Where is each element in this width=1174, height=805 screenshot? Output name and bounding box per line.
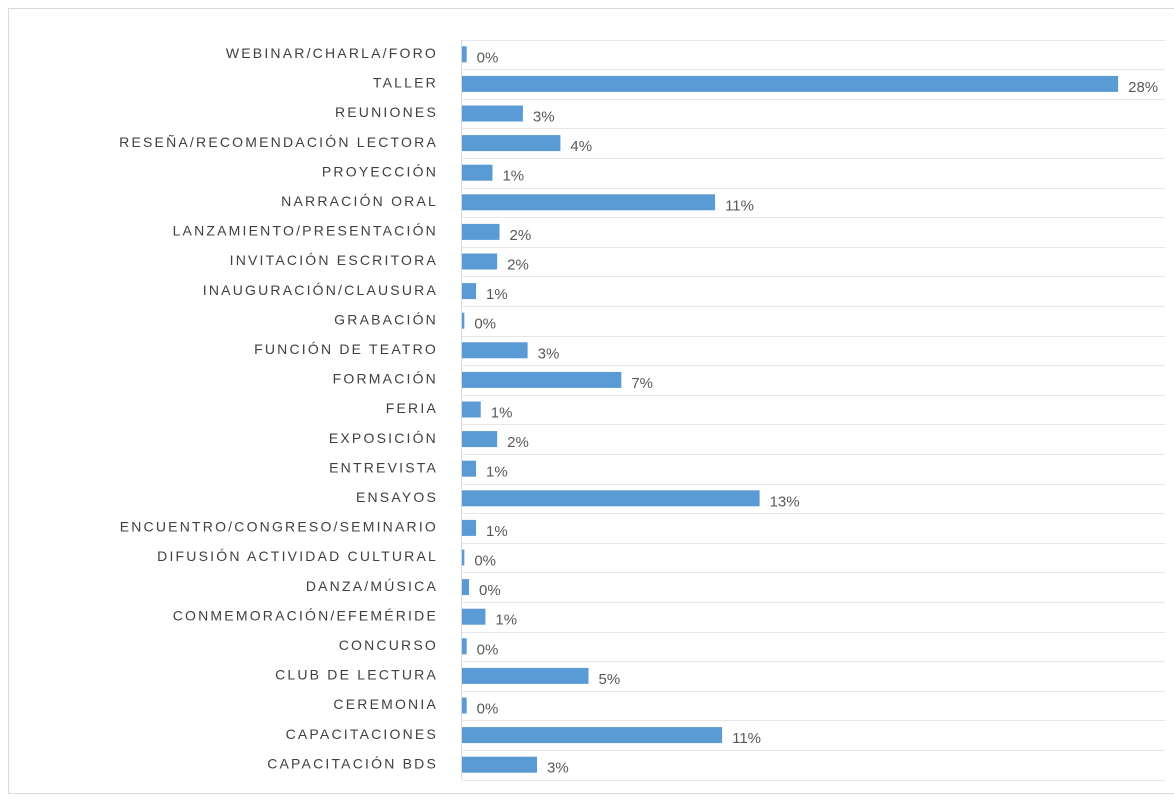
bar (462, 342, 528, 358)
y-tick-label: FUNCIÓN DE TEATRO (254, 341, 438, 357)
data-label: 1% (502, 168, 524, 185)
data-label: 0% (477, 641, 499, 658)
bar (462, 638, 467, 654)
bar (462, 579, 469, 595)
data-label: 11% (732, 730, 761, 747)
bar (462, 402, 481, 418)
bar (462, 698, 467, 714)
bar (462, 520, 476, 536)
data-label: 2% (507, 256, 529, 273)
bar (462, 668, 589, 684)
data-label: 0% (477, 700, 499, 717)
y-tick-label: CLUB DE LECTURA (275, 667, 438, 683)
data-label: 11% (725, 197, 754, 214)
data-label: 1% (491, 404, 513, 421)
y-tick-label: CONMEMORACIÓN/EFEMÉRIDE (173, 607, 438, 623)
data-label: 28% (1128, 79, 1158, 96)
bar (462, 283, 476, 299)
data-label: 3% (538, 345, 560, 362)
bar (462, 431, 497, 447)
bar (462, 106, 523, 122)
y-tick-label: RESEÑA/RECOMENDACIÓN LECTORA (119, 134, 438, 150)
y-tick-label: TALLER (373, 75, 438, 91)
bar (462, 609, 485, 625)
y-tick-label: ENTREVISTA (329, 459, 438, 475)
bar (462, 550, 464, 566)
data-label: 2% (509, 227, 531, 244)
y-tick-label: FORMACIÓN (333, 371, 438, 387)
data-label: 3% (533, 108, 555, 125)
bar (462, 46, 467, 62)
data-label: 1% (495, 612, 517, 629)
data-label: 3% (547, 760, 569, 777)
y-tick-label: DIFUSIÓN ACTIVIDAD CULTURAL (157, 548, 438, 564)
y-tick-label: INVITACIÓN ESCRITORA (230, 252, 438, 268)
bar (462, 194, 715, 210)
bar (462, 135, 560, 151)
y-tick-label: DANZA/MÚSICA (306, 578, 438, 594)
bar (462, 490, 760, 506)
bar (462, 165, 492, 181)
bar (462, 372, 621, 388)
y-tick-label: NARRACIÓN ORAL (281, 193, 438, 209)
y-tick-label: ENSAYOS (356, 489, 438, 505)
data-label: 0% (477, 49, 499, 66)
data-label: 13% (770, 493, 800, 510)
data-label: 0% (474, 552, 496, 569)
y-tick-label: CAPACITACIÓN BDS (267, 755, 438, 771)
y-tick-label: EXPOSICIÓN (329, 430, 438, 446)
data-label: 4% (570, 138, 592, 155)
data-label: 1% (486, 523, 508, 540)
chart-frame (9, 9, 1174, 794)
y-tick-label: INAUGURACIÓN/CLAUSURA (203, 282, 438, 298)
y-tick-label: CEREMONIA (333, 696, 438, 712)
y-tick-label: CAPACITACIONES (286, 726, 438, 742)
bar (462, 727, 722, 743)
y-tick-label: REUNIONES (335, 104, 438, 120)
y-tick-label: LANZAMIENTO/PRESENTACIÓN (173, 223, 438, 239)
bar (462, 224, 499, 240)
bar (462, 313, 464, 329)
y-tick-label: PROYECCIÓN (322, 163, 438, 179)
y-tick-label: GRABACIÓN (334, 311, 438, 327)
y-tick-label: CONCURSO (339, 637, 438, 653)
bar (462, 76, 1118, 92)
bar (462, 254, 497, 270)
y-tick-label: FERIA (386, 400, 438, 416)
data-label: 7% (631, 375, 653, 392)
data-label: 0% (479, 582, 501, 599)
bar (462, 757, 537, 773)
data-label: 0% (474, 316, 496, 333)
data-label: 1% (486, 286, 508, 303)
data-label: 2% (507, 434, 529, 451)
y-tick-label: ENCUENTRO/CONGRESO/SEMINARIO (120, 519, 438, 535)
bar (462, 461, 476, 477)
y-tick-label: WEBINAR/CHARLA/FORO (226, 45, 438, 61)
data-label: 5% (599, 671, 621, 688)
data-label: 1% (486, 464, 508, 481)
